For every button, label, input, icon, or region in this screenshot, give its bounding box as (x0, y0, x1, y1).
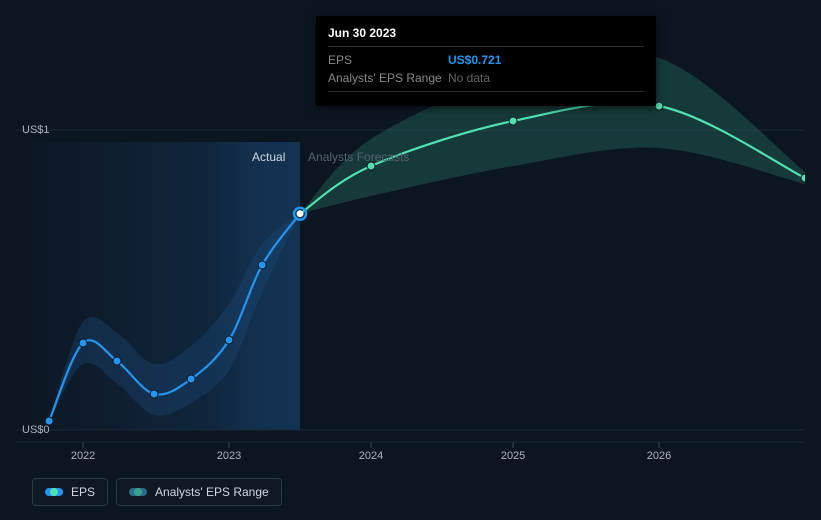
tooltip-row-value: US$0.721 (448, 51, 644, 69)
legend-item-range[interactable]: Analysts' EPS Range (116, 478, 282, 506)
tooltip-divider (328, 91, 644, 92)
tooltip-title: Jun 30 2023 (328, 26, 644, 40)
tooltip-row-value: No data (448, 69, 644, 87)
x-tick-label: 2024 (359, 450, 383, 462)
section-label-forecast: Analysts Forecasts (308, 150, 409, 164)
tooltip-row-label: Analysts' EPS Range (328, 69, 448, 87)
y-tick-label: US$0 (22, 424, 50, 436)
section-label-actual: Actual (252, 150, 285, 164)
chart-tooltip: Jun 30 2023 EPS US$0.721 Analysts' EPS R… (316, 16, 656, 106)
x-tick-label: 2026 (647, 450, 671, 462)
legend-label: EPS (71, 485, 95, 499)
legend-swatch-range (129, 488, 147, 496)
legend-item-eps[interactable]: EPS (32, 478, 108, 506)
tooltip-table: EPS US$0.721 Analysts' EPS Range No data (328, 51, 644, 87)
x-tick-label: 2023 (217, 450, 241, 462)
eps-chart: Jun 30 2023 EPS US$0.721 Analysts' EPS R… (16, 0, 805, 520)
legend-label: Analysts' EPS Range (155, 485, 269, 499)
chart-legend: EPS Analysts' EPS Range (32, 478, 282, 506)
tooltip-divider (328, 46, 644, 47)
legend-swatch-eps (45, 488, 63, 496)
x-tick-label: 2025 (501, 450, 525, 462)
y-tick-label: US$1 (22, 124, 50, 136)
x-tick-label: 2022 (71, 450, 95, 462)
tooltip-row-label: EPS (328, 51, 448, 69)
